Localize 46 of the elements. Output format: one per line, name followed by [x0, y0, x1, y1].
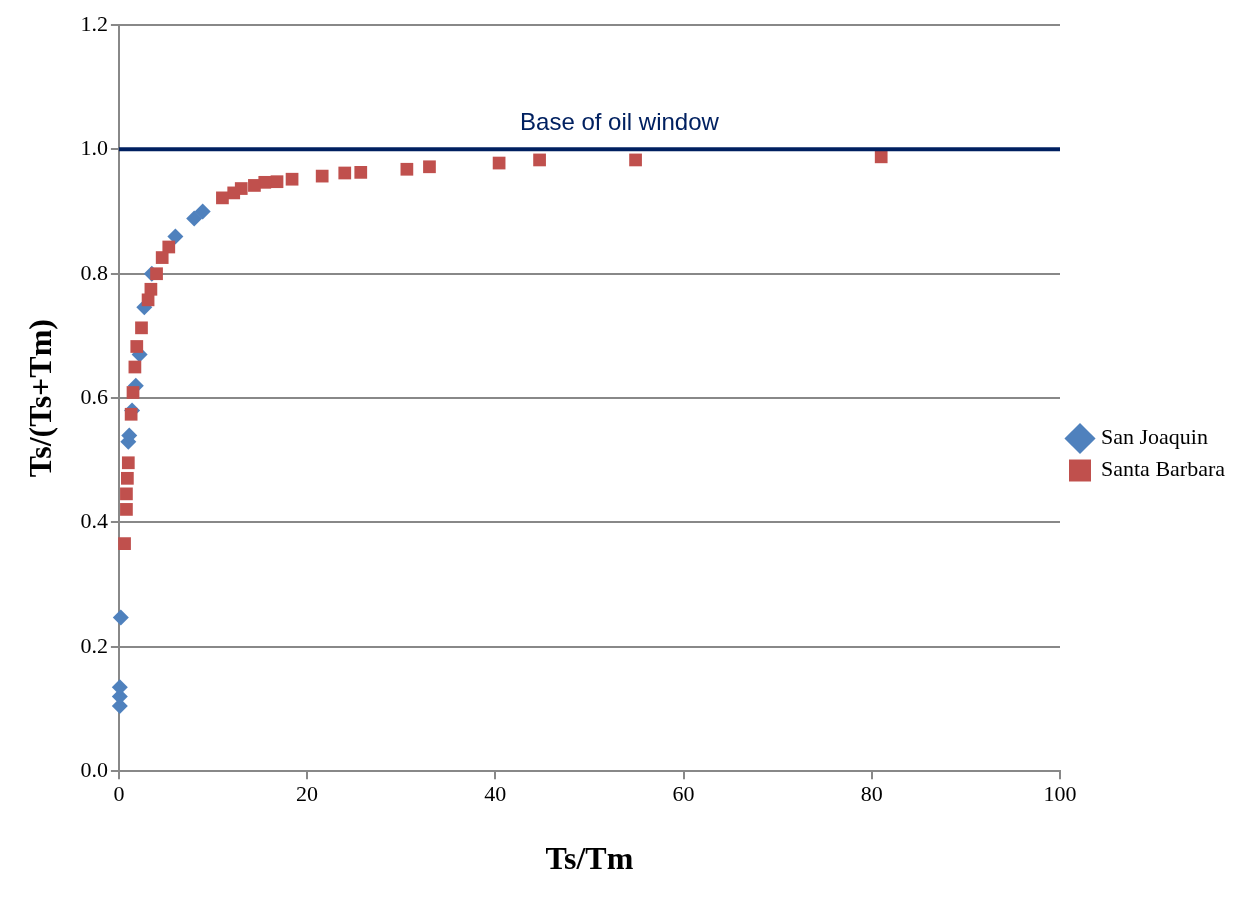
x-tick-label: 60: [672, 781, 695, 807]
point: [186, 210, 203, 227]
point: [354, 166, 368, 179]
point: [112, 609, 129, 626]
x-tick-label: 100: [1043, 781, 1077, 807]
point: [120, 487, 133, 501]
point: [533, 153, 546, 167]
y-tick-label: 1.2: [80, 10, 108, 36]
point: [629, 153, 642, 167]
y-tick-label: 0.2: [80, 632, 108, 658]
x-tick-label: 20: [296, 781, 319, 807]
y-tick-label: 0.6: [80, 383, 108, 409]
x-tick-label: 40: [484, 781, 507, 807]
point: [130, 340, 144, 353]
point: [167, 228, 184, 245]
ref-line-label: Base of oil window: [520, 107, 720, 135]
y-tick-label: 0.8: [80, 259, 108, 285]
y-tick-label: 0.0: [80, 756, 108, 782]
y-axis-title: Ts/(Ts+Tm): [22, 319, 59, 478]
point: [126, 386, 140, 399]
y-tick-label: 1.0: [80, 135, 108, 161]
point: [120, 503, 133, 516]
x-tick-label: 0: [113, 781, 125, 807]
point: [194, 203, 211, 220]
y-tick-label: 0.4: [80, 508, 108, 534]
point: [400, 162, 414, 176]
point: [315, 169, 329, 183]
point: [124, 407, 138, 421]
point: [248, 179, 261, 192]
legend-label: San Joaquin: [1101, 424, 1208, 450]
point: [121, 456, 135, 470]
x-tick-label: 80: [860, 781, 883, 807]
point: [216, 191, 229, 205]
point: [874, 150, 888, 164]
point: [270, 175, 284, 189]
legend-label: Santa Barbara: [1101, 456, 1226, 482]
point: [338, 166, 352, 180]
point: [118, 537, 131, 550]
point: [150, 267, 163, 281]
point: [155, 251, 169, 264]
point: [141, 293, 155, 307]
point: [285, 172, 299, 186]
point: [135, 321, 148, 335]
point: [423, 160, 436, 174]
point: [121, 471, 134, 485]
x-axis-title: Ts/Tm: [545, 840, 634, 877]
